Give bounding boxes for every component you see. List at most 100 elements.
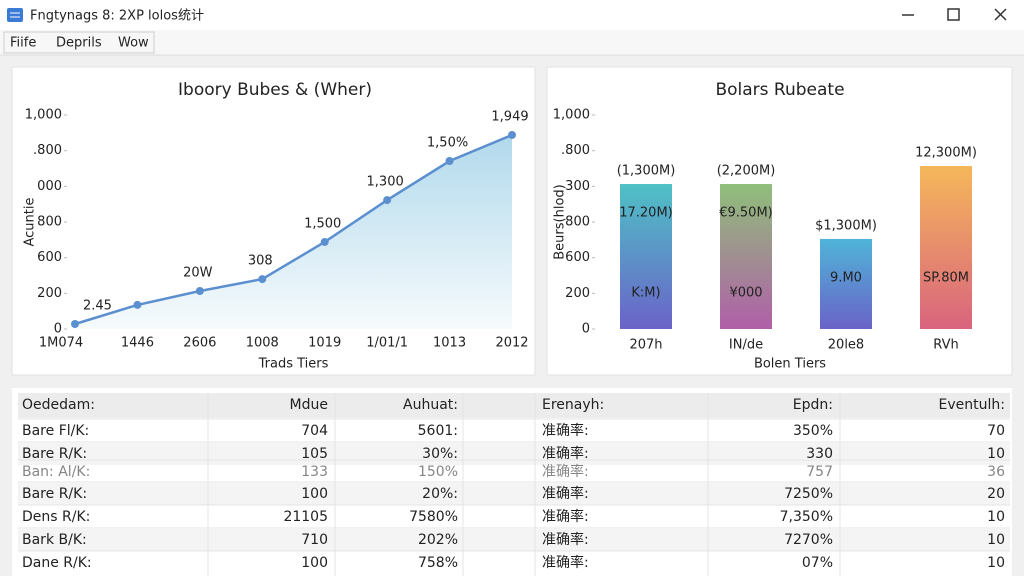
table-cell: 20%: (422, 486, 458, 502)
y-tick-label: .800 (561, 143, 590, 158)
table-cell: 100 (301, 555, 328, 571)
table-cell: 准确率: (542, 422, 589, 439)
table-cell: 757 (806, 464, 833, 480)
x-tick-label: 1013 (433, 336, 466, 351)
table-cell: 7,350% (780, 509, 833, 525)
y-tick-label: 000 (37, 179, 62, 194)
table-header-bg (18, 393, 1010, 418)
table-cell: Ban: Al/K: (22, 464, 90, 480)
bar-inner-label: ¥000 (729, 286, 762, 301)
table-cell: 7250% (784, 486, 833, 502)
table-cell: 5601: (418, 423, 458, 439)
bar-top-label: (1,300M) (617, 164, 676, 179)
table-cell: Bark B/K: (22, 532, 87, 548)
menu-item[interactable]: Fiife (10, 36, 36, 51)
y-tick-label: 800 (37, 215, 62, 230)
y-tick-label: 200 (37, 286, 62, 301)
y-axis-label: Beurs(hlod) (553, 184, 568, 259)
table-cell: 150% (418, 464, 458, 480)
table-cell: 758% (418, 555, 458, 571)
table-cell: 10 (987, 509, 1005, 525)
table-cell: 10 (987, 446, 1005, 462)
x-tick-label: IN/de (729, 338, 763, 353)
table-cell: 710 (301, 532, 328, 548)
table-cell: 133 (301, 464, 328, 480)
point-label: 1,949 (491, 109, 528, 124)
table-cell: 7270% (784, 532, 833, 548)
point-label: 1,300 (367, 175, 404, 190)
x-tick-label: 207h (629, 338, 662, 353)
y-tick-label: 600 (565, 250, 590, 265)
title-bar (0, 0, 1024, 30)
area (75, 134, 512, 329)
bar-inner-label: 17.20M) (619, 206, 673, 221)
table-cell: 36 (987, 464, 1005, 480)
point (445, 157, 454, 166)
table-row-bg (18, 483, 1010, 505)
table-row-bg (18, 443, 1010, 465)
point-label: 1,50% (427, 136, 468, 151)
x-axis-label: Trads Tiers (258, 357, 329, 372)
table-cell: 7580% (409, 509, 458, 525)
y-axis-label: Acuntie (23, 198, 38, 247)
close-button[interactable] (994, 8, 1007, 21)
table-cell: 准确率: (542, 445, 589, 462)
point (258, 275, 267, 284)
table-cell: 准确率: (542, 485, 589, 502)
table-header-cell: Mdue (290, 397, 328, 413)
menu-bar (0, 30, 1024, 55)
point (508, 130, 516, 139)
bar (720, 184, 772, 329)
menu-item[interactable]: Wow (118, 36, 149, 51)
point (71, 320, 79, 329)
x-tick-label: 2012 (495, 336, 528, 351)
table-header-cell: Erenayh: (542, 397, 604, 413)
bar-inner-label: €9.50M) (719, 206, 773, 221)
table-cell: 21105 (283, 509, 328, 525)
x-tick-label: 1/01/1 (366, 336, 408, 351)
point (383, 196, 392, 205)
table-cell: 准确率: (542, 554, 589, 571)
bar-inner-label: SP.80M (923, 271, 969, 286)
table-cell: Bare R/K: (22, 486, 87, 502)
bar (620, 184, 672, 329)
point-label: 1,500 (304, 216, 341, 231)
chart-title: Bolars Rubeate (715, 80, 844, 100)
point-label: 20W (183, 266, 213, 281)
bar (820, 238, 872, 329)
x-tick-label: 1M074 (39, 336, 83, 351)
y-tick-label: 1,000 (25, 108, 62, 123)
x-tick-label: 1008 (246, 336, 279, 351)
table-cell: 202% (418, 532, 458, 548)
chart-title: Iboory Bubes & (Wher) (178, 80, 372, 100)
x-tick-label: 1019 (308, 336, 341, 351)
y-tick-label: 0 (582, 322, 590, 337)
point (320, 237, 329, 246)
table-header-cell: Epdn: (793, 397, 833, 413)
x-tick-label: 1446 (121, 336, 154, 351)
table-cell: 704 (301, 423, 328, 439)
y-tick-label: 200 (565, 286, 590, 301)
bar-top-label: 12,300M) (915, 146, 977, 161)
y-tick-label: 800 (565, 215, 590, 230)
table-cell: 330 (806, 446, 833, 462)
line (74, 133, 513, 326)
bar-top-label: (2,200M) (717, 164, 776, 179)
table-cell: 350% (793, 423, 833, 439)
point-label: 2.45 (83, 299, 112, 314)
table-cell: 10 (987, 532, 1005, 548)
point (195, 287, 204, 296)
table-cell: 10 (987, 555, 1005, 571)
table-cell: 准确率: (542, 463, 589, 480)
x-tick-label: RVh (933, 338, 958, 353)
maximize-button[interactable] (947, 8, 960, 21)
menu-item[interactable]: Deprils (56, 36, 102, 51)
table-header-cell: Oededam: (22, 397, 95, 413)
table-cell: Dens R/K: (22, 509, 90, 525)
table-cell: 30%: (422, 446, 458, 462)
table-cell: 20 (987, 486, 1005, 502)
y-tick-label: 1,000 (553, 108, 590, 123)
table-header-cell: Auhuat: (403, 397, 458, 413)
